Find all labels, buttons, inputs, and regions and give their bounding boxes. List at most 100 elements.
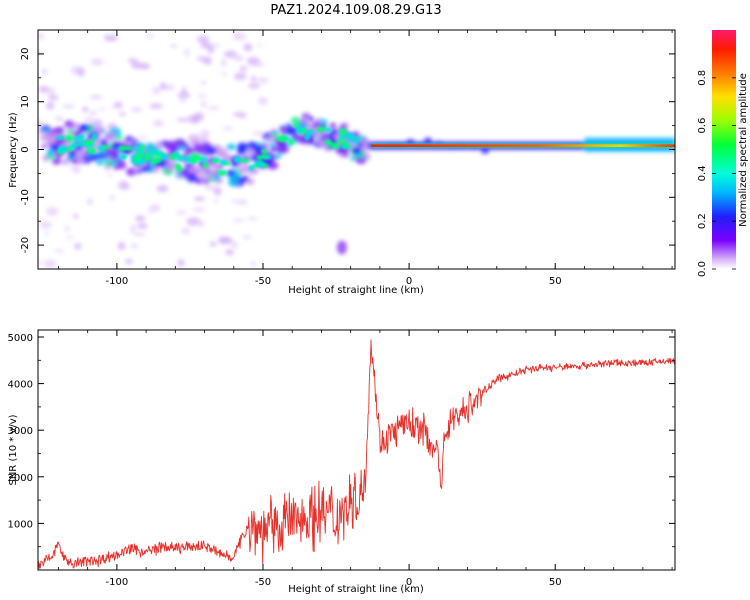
spectrogram-core-blob [341, 140, 348, 147]
colorbar-tick-label: 0.4 [697, 165, 708, 181]
spectrogram-core-blob [217, 169, 227, 176]
spectrogram-speckle [149, 204, 161, 212]
spectrogram-speckle [257, 97, 269, 105]
snr-series-line [38, 339, 675, 569]
spectrogram-speckle [69, 165, 81, 170]
spectrogram-speckle [219, 237, 233, 244]
spectrogram-blob [77, 150, 85, 157]
spectrogram-speckle [43, 259, 57, 269]
spectrogram-blob [351, 147, 362, 155]
spectrogram-blob [339, 124, 347, 130]
spectrogram-speckle [81, 106, 89, 113]
spectrogram-xtick-label: -50 [255, 276, 271, 287]
spectrogram-core-blob [119, 153, 128, 161]
spectrogram-blob [237, 166, 248, 174]
spectrogram-speckle [336, 240, 347, 255]
spectrogram-speckle [213, 186, 222, 196]
spectrogram-speckle [196, 35, 210, 43]
spectrogram-blob [189, 165, 199, 173]
spectrogram-blob [208, 177, 215, 182]
spectrogram-speckle [73, 168, 81, 174]
spectrogram-core-blob [338, 128, 348, 136]
spectrogram-speckle [137, 136, 149, 140]
spectrogram-speckle [109, 195, 115, 201]
spectrogram-blob [174, 138, 186, 148]
spectrogram-blob [41, 144, 47, 149]
spectrogram-speckle [193, 196, 206, 201]
spectrogram-ytick-label: 10 [20, 95, 31, 108]
figure-title: PAZ1.2024.109.08.29.G13 [270, 3, 441, 18]
spectrogram-speckle [204, 184, 216, 190]
colorbar-tick-label: 0.8 [697, 70, 708, 86]
spectrogram-y-label: Frequency (Hz) [8, 112, 19, 188]
spectrogram-core-blob [143, 154, 151, 162]
spectrogram-speckle [41, 69, 48, 74]
spectrogram-core-blob [125, 146, 133, 151]
snr-ytick-label: 1000 [8, 519, 33, 530]
spectrogram-band-knot [481, 148, 490, 154]
spectrogram-core-blob [316, 126, 326, 132]
spectrogram-core-blob [174, 163, 182, 169]
spectrogram-blob [104, 132, 116, 141]
snr-panel: -100 -50 0 50 1000 2000 3000 4000 5000 Height of… [8, 329, 676, 595]
snr-ytick-label: 5000 [8, 333, 33, 344]
spectrogram-blob [279, 125, 287, 132]
spectrogram-speckle [159, 82, 167, 91]
spectrogram-speckle [252, 131, 263, 136]
spectrogram-blob [216, 151, 224, 158]
spectrogram-blob [222, 155, 229, 161]
spectrogram-speckle [242, 235, 252, 239]
spectrogram-blob [318, 118, 328, 126]
spectrogram-blob [301, 116, 309, 122]
spectrogram-blob [290, 116, 301, 124]
spectrogram-speckle [135, 215, 146, 222]
spectrogram-blob [228, 178, 239, 187]
spectrogram-speckle [65, 236, 74, 239]
spectrogram-blob [42, 128, 50, 134]
spectrogram-core-blob [330, 142, 340, 149]
spectrogram-speckle [117, 181, 124, 189]
spectrogram-blob [265, 136, 273, 142]
spectrogram-blob [236, 142, 248, 151]
spectrogram-core-blob [151, 157, 162, 164]
spectrogram-blob [125, 135, 133, 142]
spectrogram-speckle [243, 43, 253, 52]
spectrogram-ytick-label: 20 [20, 48, 31, 61]
spectrogram-blob [276, 144, 289, 154]
spectrogram-xtick-label: 50 [549, 276, 562, 287]
spectrogram-blob [308, 116, 315, 122]
spectrogram-speckle [179, 94, 186, 103]
spectrogram-blob [99, 137, 105, 141]
spectrogram-speckle [89, 94, 103, 100]
spectrogram-blob [227, 143, 236, 151]
spectrogram-speckle [200, 41, 210, 49]
spectrogram-speckle [88, 111, 98, 115]
spectrogram-speckle [177, 259, 185, 267]
spectrogram-speckle [130, 224, 136, 234]
spectrogram-blob [155, 141, 164, 148]
spectrogram-speckle [230, 241, 239, 248]
spectrogram-speckle [230, 199, 239, 203]
spectrogram-ytick-label: 0 [20, 146, 31, 152]
spectrogram-speckle [110, 106, 124, 110]
spectrogram-blob [272, 132, 280, 138]
spectrogram-speckle [55, 115, 64, 122]
colorbar-label: Normalized spectral amplitude [738, 73, 749, 227]
spectrogram-core-blob [56, 135, 65, 141]
spectrogram-speckle [215, 43, 221, 48]
spectrogram-blob [165, 140, 176, 149]
spectrogram-blob [45, 132, 58, 142]
spectrogram-blob [115, 161, 127, 170]
spectrogram-panel: -100 -50 0 50 20 10 0 -10 -20 Height of straight… [8, 29, 676, 296]
spectrogram-blob [291, 133, 301, 141]
spectrogram-speckle [192, 207, 206, 212]
colorbar-tick-label: 0.2 [697, 213, 708, 229]
spectrogram-blob [205, 146, 217, 156]
spectrogram-core-blob [135, 152, 144, 160]
spectrogram-speckle [239, 66, 248, 71]
spectrogram-blob [269, 146, 277, 152]
spectrogram-speckle [232, 218, 245, 223]
spectrogram-speckle [207, 106, 220, 110]
spectrogram-blob [268, 141, 276, 147]
spectrogram-blob [286, 123, 292, 128]
